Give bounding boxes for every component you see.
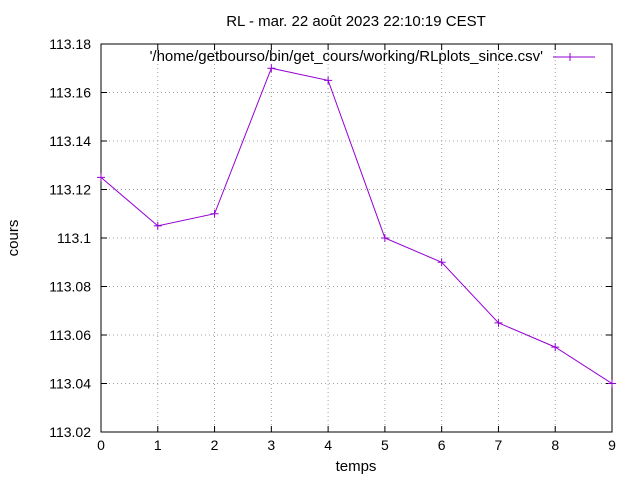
data-point-marker: [437, 258, 446, 267]
y-tick-label: 113.06: [49, 327, 91, 343]
data-point-marker: [324, 76, 333, 85]
axis-ticks: 0 1 2 3 4 5 6 7 8 9 113.02 113.04 113.06 113.08 113.1 1…: [49, 36, 616, 453]
y-tick-label: 113.1: [57, 230, 91, 246]
x-tick-label: 8: [551, 437, 559, 453]
x-tick-label: 6: [438, 437, 446, 453]
legend: '/home/getbourso/bin/get_cours/working/R…: [150, 48, 595, 65]
x-tick-label: 9: [608, 437, 616, 453]
x-tick-label: 5: [381, 437, 389, 453]
x-tick-label: 3: [267, 437, 275, 453]
x-tick-label: 7: [495, 437, 503, 453]
legend-label: '/home/getbourso/bin/get_cours/working/R…: [150, 48, 544, 65]
legend-marker: [566, 53, 574, 61]
y-tick-label: 113.04: [49, 376, 91, 392]
y-axis-label: cours: [5, 220, 22, 257]
x-tick-label: 2: [211, 437, 219, 453]
data-point-marker: [494, 318, 503, 327]
data-point-marker: [608, 379, 616, 388]
data-point-marker: [153, 221, 162, 230]
data-point-marker: [210, 209, 219, 218]
y-tick-label: 113.14: [49, 133, 91, 149]
grid-lines: [101, 44, 612, 432]
x-tick-label: 0: [97, 437, 105, 453]
series-line: [100, 67, 613, 384]
y-tick-label: 113.18: [49, 36, 91, 52]
y-tick-label: 113.08: [49, 279, 91, 295]
x-axis-label: temps: [336, 458, 377, 475]
data-point-marker: [380, 234, 389, 242]
x-tick-label: 4: [324, 437, 332, 453]
y-tick-label: 113.02: [49, 424, 91, 440]
y-tick-label: 113.16: [49, 85, 91, 101]
data-point-marker: [97, 173, 105, 182]
data-point-marker: [267, 64, 276, 73]
series-layer: [97, 64, 616, 388]
data-point-marker: [551, 343, 560, 352]
y-tick-label: 113.12: [49, 182, 91, 198]
chart-title: RL - mar. 22 août 2023 22:10:19 CEST: [226, 13, 486, 30]
x-tick-label: 1: [154, 437, 162, 453]
